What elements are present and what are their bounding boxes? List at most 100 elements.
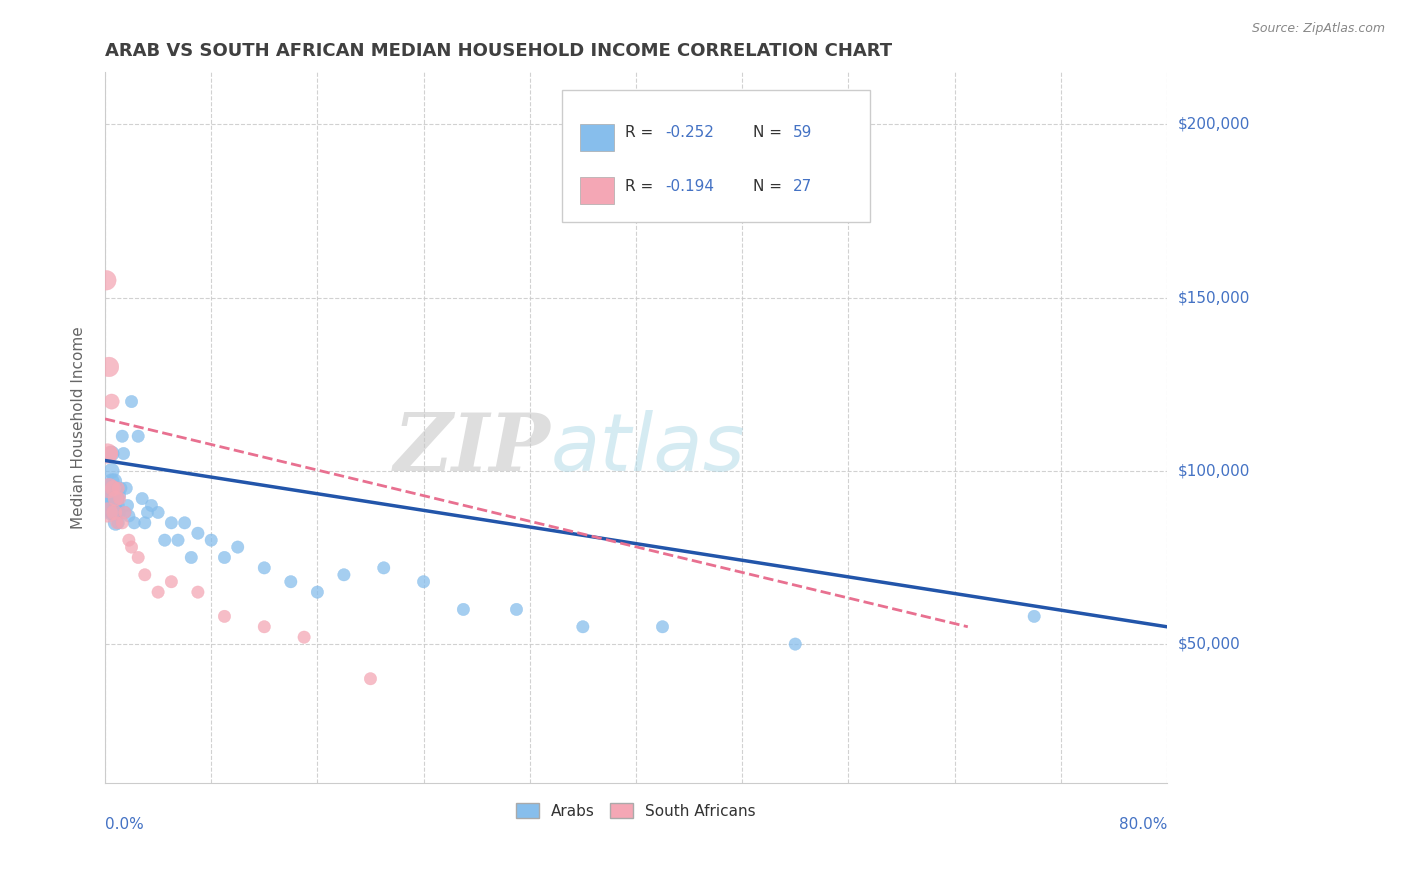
Point (160, 574, 183, 589)
Point (104, 491, 127, 506)
Point (160, 516, 183, 530)
Point (103, 475, 125, 489)
Point (572, 620, 595, 634)
Point (98, 499, 121, 513)
Point (141, 499, 163, 513)
Point (100, 394, 122, 409)
Point (412, 574, 434, 589)
Point (253, 561, 276, 575)
Point (121, 394, 143, 409)
Point (505, 602, 527, 616)
Point (98, 359, 121, 374)
FancyBboxPatch shape (579, 177, 613, 204)
Point (105, 516, 128, 530)
Point (103, 505, 125, 519)
Point (121, 540, 143, 554)
Point (101, 481, 124, 495)
Text: $150,000: $150,000 (1178, 290, 1250, 305)
Point (114, 505, 136, 519)
Point (114, 505, 136, 519)
Point (785, 637, 807, 651)
Point (214, 609, 236, 624)
Point (104, 516, 127, 530)
Point (107, 491, 129, 506)
Point (200, 533, 222, 548)
Point (112, 446, 135, 460)
Point (117, 499, 139, 513)
Point (101, 505, 124, 519)
Point (98, 446, 121, 460)
Point (131, 491, 153, 506)
Text: -0.194: -0.194 (665, 178, 714, 194)
Text: N =: N = (752, 125, 786, 140)
Point (187, 585, 209, 599)
Point (103, 499, 125, 513)
Point (101, 481, 124, 495)
Point (111, 429, 134, 443)
Point (105, 481, 128, 495)
Point (1024, 609, 1046, 624)
Point (97, 505, 120, 519)
Point (115, 481, 138, 495)
Text: ARAB VS SOUTH AFRICAN MEDIAN HOUSEHOLD INCOME CORRELATION CHART: ARAB VS SOUTH AFRICAN MEDIAN HOUSEHOLD I… (105, 42, 893, 60)
Point (136, 505, 159, 519)
Point (127, 550, 149, 565)
Text: 27: 27 (793, 178, 813, 194)
Point (280, 574, 302, 589)
Text: $200,000: $200,000 (1178, 117, 1250, 132)
Point (108, 488, 131, 502)
Point (373, 561, 395, 575)
Point (98, 481, 121, 495)
Point (651, 620, 673, 634)
Text: atlas: atlas (551, 409, 745, 488)
Point (122, 516, 145, 530)
Point (111, 516, 134, 530)
Point (118, 508, 141, 523)
Point (108, 505, 131, 519)
Point (104, 491, 127, 506)
Text: Source: ZipAtlas.com: Source: ZipAtlas.com (1251, 22, 1385, 36)
Point (104, 505, 127, 519)
Point (134, 567, 156, 582)
Point (146, 505, 169, 519)
Point (214, 550, 236, 565)
Point (100, 464, 122, 478)
Text: 59: 59 (793, 125, 813, 140)
Point (96, 488, 118, 502)
Text: N =: N = (752, 178, 786, 194)
Text: -0.252: -0.252 (665, 125, 714, 140)
Point (226, 540, 249, 554)
Point (134, 516, 156, 530)
Point (107, 516, 129, 530)
Point (187, 526, 209, 541)
Text: ZIP: ZIP (394, 410, 551, 488)
Text: $100,000: $100,000 (1178, 463, 1250, 478)
Point (118, 533, 141, 548)
FancyBboxPatch shape (561, 90, 869, 221)
Point (105, 505, 128, 519)
Y-axis label: Median Household Income: Median Household Income (72, 326, 86, 529)
Point (107, 481, 129, 495)
Point (127, 429, 149, 443)
Point (292, 630, 315, 644)
Legend: Arabs, South Africans: Arabs, South Africans (510, 797, 762, 825)
Point (253, 620, 276, 634)
Text: R =: R = (626, 178, 658, 194)
Text: $50,000: $50,000 (1178, 637, 1240, 651)
Point (98, 505, 121, 519)
FancyBboxPatch shape (579, 124, 613, 151)
Point (146, 585, 169, 599)
Point (98, 481, 121, 495)
Point (453, 602, 475, 616)
Text: 0.0%: 0.0% (105, 817, 143, 832)
Point (110, 481, 132, 495)
Text: R =: R = (626, 125, 658, 140)
Point (107, 499, 129, 513)
Point (103, 488, 125, 502)
Point (96, 273, 118, 287)
Point (180, 550, 202, 565)
Point (100, 475, 122, 489)
Point (173, 516, 195, 530)
Point (167, 533, 190, 548)
Point (359, 672, 381, 686)
